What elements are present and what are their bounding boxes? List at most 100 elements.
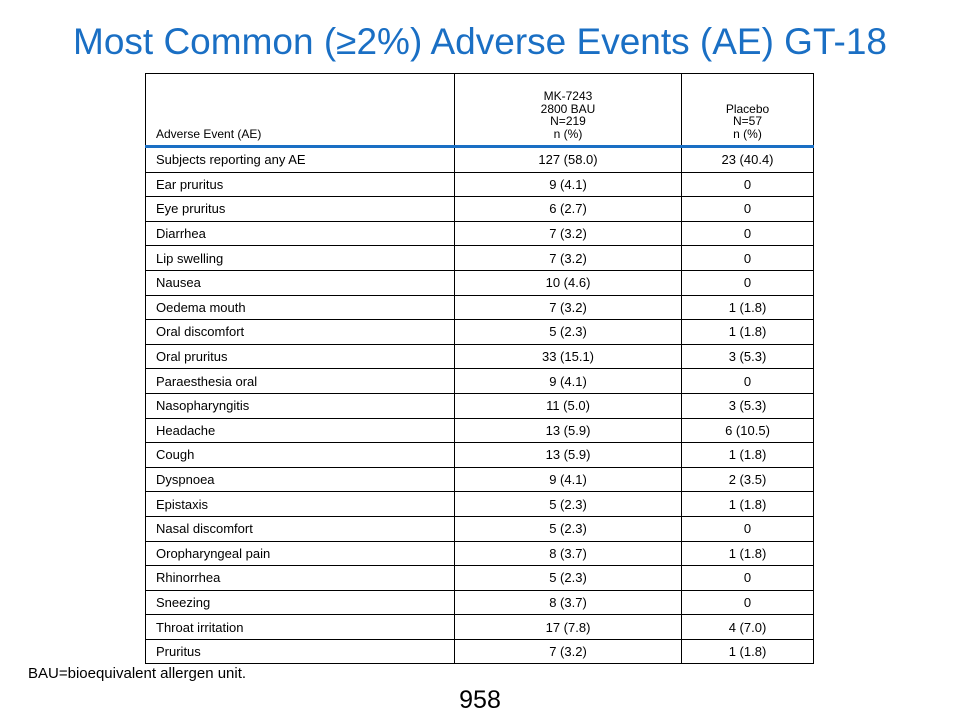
- cell-placebo: 0: [681, 368, 814, 394]
- table-row: Oedema mouth 7 (3.2) 1 (1.8): [145, 294, 814, 321]
- cell-adverse-event: Ear pruritus: [145, 171, 455, 198]
- table-header-row: Adverse Event (AE) MK-7243 2800 BAU N=21…: [145, 73, 814, 148]
- header-mk-line: n (%): [553, 126, 583, 141]
- cell-mk-7243: 7 (3.2): [454, 220, 682, 247]
- cell-adverse-event: Nasal discomfort: [145, 515, 455, 542]
- table-row: Nasopharyngitis 11 (5.0) 3 (5.3): [145, 392, 814, 419]
- table-row: Throat irritation 17 (7.8) 4 (7.0): [145, 614, 814, 640]
- cell-mk-7243: 9 (4.1): [454, 368, 682, 394]
- cell-adverse-event: Lip swelling: [145, 245, 455, 271]
- cell-adverse-event: Sneezing: [145, 589, 455, 616]
- table-row: Ear pruritus 9 (4.1) 0: [145, 171, 814, 198]
- cell-mk-7243: 7 (3.2): [454, 245, 682, 271]
- cell-mk-7243: 13 (5.9): [454, 442, 682, 468]
- cell-mk-7243: 8 (3.7): [454, 540, 682, 567]
- cell-placebo: 2 (3.5): [681, 466, 814, 493]
- header-mk-line: 2800 BAU: [540, 101, 596, 116]
- table-row: Paraesthesia oral 9 (4.1) 0: [145, 368, 814, 394]
- cell-placebo: 0: [681, 269, 814, 296]
- cell-adverse-event: Nasopharyngitis: [145, 392, 455, 419]
- cell-adverse-event: Cough: [145, 442, 455, 468]
- cell-mk-7243: 5 (2.3): [454, 319, 682, 345]
- table-row: Pruritus 7 (3.2) 1 (1.8): [145, 638, 814, 665]
- cell-adverse-event: Diarrhea: [145, 220, 455, 247]
- cell-adverse-event: Dyspnoea: [145, 466, 455, 493]
- cell-mk-7243: 5 (2.3): [454, 491, 682, 517]
- cell-mk-7243: 5 (2.3): [454, 515, 682, 542]
- table-row: Diarrhea 7 (3.2) 0: [145, 220, 814, 247]
- cell-mk-7243: 7 (3.2): [454, 638, 682, 665]
- page-number: 958: [459, 686, 501, 714]
- table-row: Cough 13 (5.9) 1 (1.8): [145, 442, 814, 468]
- cell-placebo: 23 (40.4): [681, 146, 814, 173]
- table-row: Epistaxis 5 (2.3) 1 (1.8): [145, 491, 814, 517]
- cell-mk-7243: 9 (4.1): [454, 171, 682, 198]
- cell-adverse-event: Epistaxis: [145, 491, 455, 517]
- cell-mk-7243: 33 (15.1): [454, 343, 682, 370]
- cell-adverse-event: Headache: [145, 417, 455, 444]
- table-row: Eye pruritus 6 (2.7) 0: [145, 196, 814, 222]
- cell-placebo: 4 (7.0): [681, 614, 814, 640]
- cell-placebo: 1 (1.8): [681, 491, 814, 517]
- page-title: Most Common (≥2%) Adverse Events (AE) GT…: [73, 21, 887, 62]
- cell-placebo: 0: [681, 196, 814, 222]
- cell-mk-7243: 8 (3.7): [454, 589, 682, 616]
- cell-adverse-event: Oral discomfort: [145, 319, 455, 345]
- cell-adverse-event: Paraesthesia oral: [145, 368, 455, 394]
- cell-placebo: 0: [681, 515, 814, 542]
- cell-placebo: 6 (10.5): [681, 417, 814, 444]
- table-row: Oropharyngeal pain 8 (3.7) 1 (1.8): [145, 540, 814, 567]
- table-row: Sneezing 8 (3.7) 0: [145, 589, 814, 616]
- header-mk-line: N=219: [550, 114, 586, 128]
- table-row: Oral discomfort 5 (2.3) 1 (1.8): [145, 319, 814, 345]
- cell-placebo: 0: [681, 589, 814, 616]
- cell-adverse-event: Oral pruritus: [145, 343, 455, 370]
- cell-placebo: 0: [681, 171, 814, 198]
- header-placebo-line: n (%): [733, 126, 762, 141]
- cell-mk-7243: 7 (3.2): [454, 294, 682, 321]
- cell-adverse-event: Oropharyngeal pain: [145, 540, 455, 567]
- cell-adverse-event: Pruritus: [145, 638, 455, 665]
- header-mk-7243: MK-7243 2800 BAU N=219 n (%): [454, 73, 682, 148]
- header-mk-line: MK-7243: [543, 89, 593, 103]
- header-placebo-line: N=57: [732, 114, 763, 128]
- cell-mk-7243: 10 (4.6): [454, 269, 682, 296]
- cell-mk-7243: 17 (7.8): [454, 614, 682, 640]
- cell-placebo: 0: [681, 245, 814, 271]
- cell-mk-7243: 5 (2.3): [454, 565, 682, 591]
- cell-mk-7243: 6 (2.7): [454, 196, 682, 222]
- header-placebo: Placebo N=57 n (%): [681, 73, 814, 148]
- cell-placebo: 0: [681, 565, 814, 591]
- table-row: Oral pruritus 33 (15.1) 3 (5.3): [145, 343, 814, 370]
- table-body: Subjects reporting any AE 127 (58.0) 23 (4…: [145, 146, 814, 665]
- table-row: Dyspnoea 9 (4.1) 2 (3.5): [145, 466, 814, 493]
- header-placebo-line: Placebo: [725, 101, 770, 116]
- cell-adverse-event: Eye pruritus: [145, 196, 455, 222]
- cell-mk-7243: 127 (58.0): [454, 146, 682, 173]
- cell-placebo: 1 (1.8): [681, 540, 814, 567]
- cell-adverse-event: Oedema mouth: [145, 294, 455, 321]
- cell-mk-7243: 11 (5.0): [454, 392, 682, 419]
- cell-placebo: 3 (5.3): [681, 392, 814, 419]
- header-adverse-event: Adverse Event (AE): [145, 73, 455, 148]
- footnote: BAU=bioequivalent allergen unit.: [28, 665, 247, 682]
- cell-adverse-event: Nausea: [145, 269, 455, 296]
- cell-placebo: 1 (1.8): [681, 638, 814, 665]
- cell-mk-7243: 13 (5.9): [454, 417, 682, 444]
- cell-adverse-event: Rhinorrhea: [145, 565, 455, 591]
- cell-placebo: 0: [681, 220, 814, 247]
- cell-adverse-event: Throat irritation: [145, 614, 455, 640]
- table-row: Rhinorrhea 5 (2.3) 0: [145, 565, 814, 591]
- cell-placebo: 3 (5.3): [681, 343, 814, 370]
- cell-adverse-event: Subjects reporting any AE: [145, 146, 455, 173]
- cell-placebo: 1 (1.8): [681, 294, 814, 321]
- table-row: Lip swelling 7 (3.2) 0: [145, 245, 814, 271]
- table-row: Subjects reporting any AE 127 (58.0) 23 (4…: [145, 146, 814, 173]
- cell-placebo: 1 (1.8): [681, 442, 814, 468]
- table-row: Nausea 10 (4.6) 0: [145, 269, 814, 296]
- table-row: Nasal discomfort 5 (2.3) 0: [145, 515, 814, 542]
- cell-placebo: 1 (1.8): [681, 319, 814, 345]
- table-row: Headache 13 (5.9) 6 (10.5): [145, 417, 814, 444]
- cell-mk-7243: 9 (4.1): [454, 466, 682, 493]
- adverse-events-table: Adverse Event (AE) MK-7243 2800 BAU N=21…: [145, 73, 814, 665]
